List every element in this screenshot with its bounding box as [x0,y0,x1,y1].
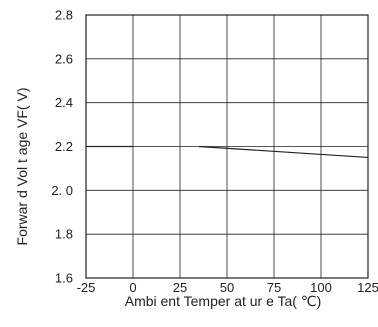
x-tick-label: 125 [357,280,378,295]
x-tick-label: 50 [220,280,234,295]
y-tick-label: 2.8 [55,8,73,23]
x-tick-label: -25 [77,280,96,295]
x-tick-label: 0 [129,280,136,295]
x-tick-labels: -25 0 25 50 75 100 125 [77,280,378,295]
x-axis-label: Ambi ent Temper at ur e Ta( ℃) [125,293,322,309]
series-line-2 [198,145,369,159]
y-tick-label: 2.2 [55,139,73,154]
x-tick-label: 25 [173,280,187,295]
y-tick-label: 1.6 [55,271,73,286]
y-tick-labels: 1.6 1.8 2. 0 2.2 2.4 2.6 2.8 [51,8,73,286]
y-tick-label: 1.8 [55,227,73,242]
y-tick-label: 2. 0 [51,183,73,198]
x-tick-label: 75 [267,280,281,295]
x-tick-label: 100 [310,280,332,295]
y-tick-label: 2.6 [55,51,73,66]
y-tick-label: 2.4 [55,95,73,110]
y-axis-label: Forwar d Vol t age VF( V) [14,88,30,246]
series-lines [86,145,369,159]
grid-lines [86,15,368,278]
